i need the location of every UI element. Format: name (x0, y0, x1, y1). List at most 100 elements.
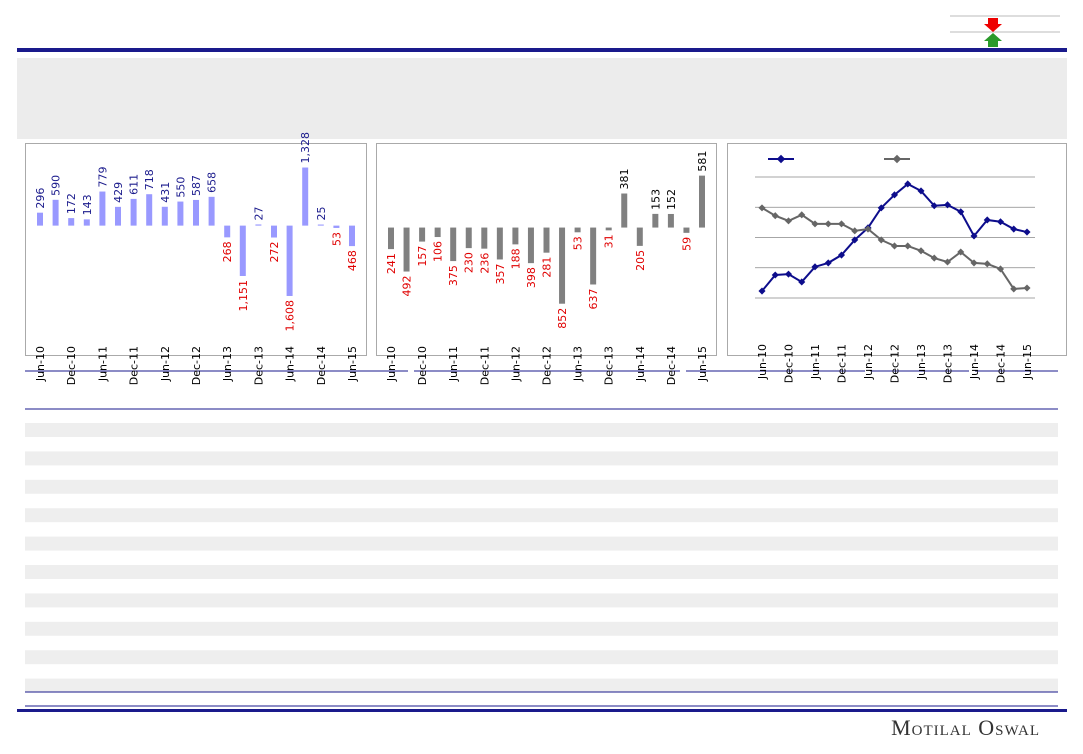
value-label: 587 (190, 175, 203, 196)
value-label: 53 (572, 236, 585, 250)
bar (527, 227, 534, 264)
header-rule (17, 48, 1067, 52)
x-tick-label: Dec-13 (942, 344, 955, 383)
bar (388, 227, 394, 250)
stripe (25, 536, 1058, 551)
bar (99, 191, 106, 226)
value-label: 1,151 (237, 280, 250, 312)
bar (574, 227, 581, 233)
bar (130, 198, 137, 226)
value-label: 852 (556, 308, 569, 329)
value-label: 492 (401, 276, 414, 297)
value-label: 381 (618, 169, 631, 190)
point (890, 191, 899, 199)
value-label: 153 (649, 189, 662, 210)
bar (193, 199, 199, 226)
stripe (25, 451, 1058, 466)
bar (652, 213, 659, 228)
bar (683, 227, 690, 233)
table-header-rules (25, 370, 1058, 410)
point (996, 265, 1005, 273)
legend-marker (776, 154, 786, 164)
x-tick-label: Dec-13 (252, 346, 265, 385)
value-label: 172 (65, 193, 78, 214)
value-label: 581 (696, 151, 709, 172)
x-tick-label: Jun-11 (447, 346, 460, 382)
value-label: 106 (432, 241, 445, 262)
point (943, 258, 952, 266)
point (917, 187, 925, 195)
point (983, 260, 991, 268)
bar (434, 227, 441, 238)
value-label: 550 (174, 177, 187, 198)
bar (302, 167, 309, 226)
x-tick-label: Jun-12 (159, 346, 172, 382)
point (758, 204, 766, 212)
bar (349, 225, 355, 247)
bar (255, 224, 262, 226)
value-label: 230 (463, 252, 476, 273)
x-tick-label: Jun-11 (809, 344, 822, 380)
point (996, 218, 1005, 226)
bar (559, 227, 566, 304)
x-tick-label: Dec-10 (416, 346, 429, 385)
bar (699, 175, 705, 228)
bar (636, 227, 643, 246)
stripe (25, 508, 1058, 523)
point (784, 217, 793, 225)
value-label: 53 (330, 232, 343, 246)
point (824, 220, 832, 228)
point (1023, 284, 1031, 292)
value-label: 188 (509, 248, 522, 269)
bar (83, 219, 90, 226)
bar (224, 225, 231, 238)
bar (317, 224, 324, 226)
bar (543, 227, 550, 253)
bar (115, 206, 121, 226)
value-label: 779 (96, 167, 109, 188)
value-label: 398 (525, 267, 538, 288)
point (771, 271, 779, 279)
chart-frame (25, 143, 367, 356)
bar (161, 206, 168, 226)
point (877, 236, 885, 244)
bar (271, 225, 277, 238)
stripe (25, 678, 1058, 693)
bar (419, 227, 426, 242)
point (957, 208, 965, 216)
point (970, 259, 978, 267)
value-label: 241 (385, 253, 398, 274)
value-label: 357 (494, 263, 507, 284)
summary-box (17, 58, 1067, 139)
x-tick-label: Dec-12 (541, 346, 554, 385)
point (904, 180, 912, 188)
value-label: 429 (112, 182, 125, 203)
bar (621, 193, 628, 228)
x-tick-label: Dec-12 (190, 346, 203, 385)
point (798, 278, 806, 286)
bar (146, 194, 153, 226)
bar (512, 227, 519, 245)
value-label: 431 (159, 182, 172, 203)
point (824, 259, 832, 267)
x-tick-label: Jun-15 (1021, 344, 1034, 380)
x-tick-label: Jun-14 (284, 346, 297, 382)
point (877, 204, 885, 212)
point (837, 220, 846, 228)
point (904, 242, 912, 250)
x-tick-label: Jun-14 (634, 346, 647, 382)
x-tick-label: Dec-11 (836, 344, 849, 383)
value-label: 205 (634, 250, 647, 271)
point (784, 270, 793, 278)
stripe (25, 621, 1058, 636)
value-label: 236 (478, 253, 491, 274)
x-tick-label: Jun-10 (34, 346, 47, 382)
value-label: 25 (315, 207, 328, 221)
point (851, 227, 859, 235)
bar (333, 225, 340, 228)
point (983, 216, 991, 224)
bar (68, 218, 75, 226)
x-tick-label: Dec-10 (783, 344, 796, 383)
